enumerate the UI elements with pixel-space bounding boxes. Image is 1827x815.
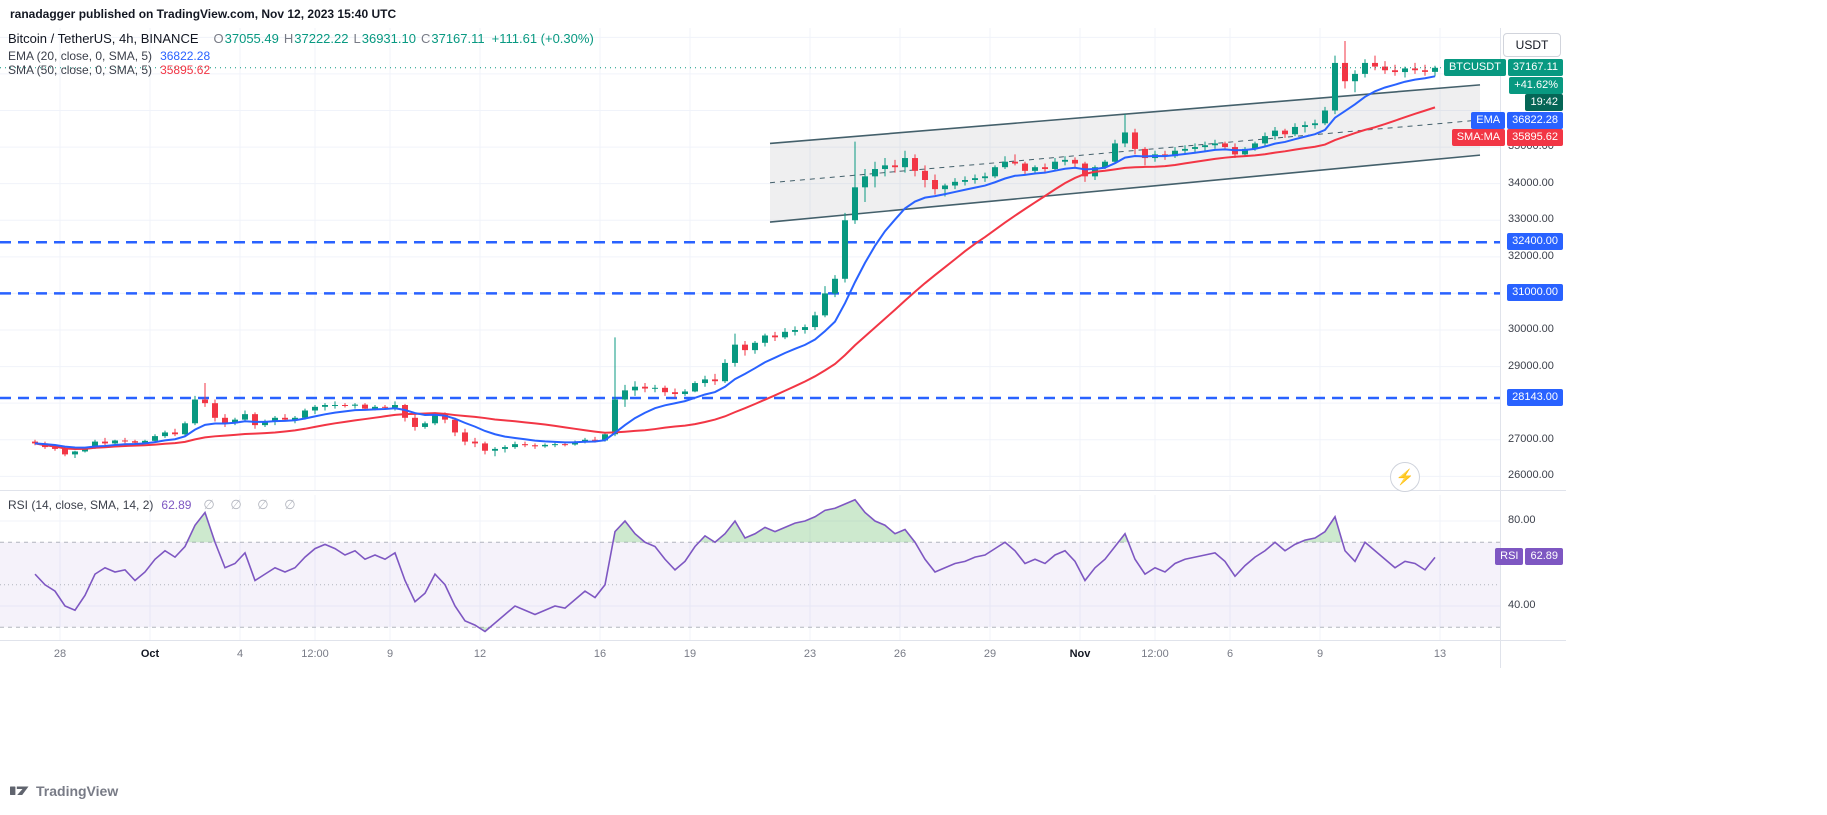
time-label-month: Nov	[1069, 648, 1091, 660]
time-label: 6	[1226, 648, 1234, 660]
symbol-title[interactable]: Bitcoin / TetherUS, 4h, BINANCE	[8, 31, 199, 46]
time-label: 19	[683, 648, 697, 660]
trend-channel[interactable]	[769, 84, 1481, 223]
panel-separator[interactable]	[0, 490, 1566, 491]
symbol-last-price-label: BTCUSDT 37167.11	[1443, 58, 1563, 76]
symbol-legend[interactable]: Bitcoin / TetherUS, 4h, BINANCE O 37055.…	[8, 31, 594, 46]
currency-toggle-button[interactable]: USDT	[1503, 33, 1561, 57]
lightning-icon: ⚡	[1395, 468, 1415, 486]
price-tick: 34000.00	[1508, 176, 1554, 189]
tradingview-logo-icon	[10, 786, 29, 795]
rsi-legend-value: 62.89	[161, 498, 192, 512]
price-tick: 30000.00	[1508, 323, 1554, 335]
ohlc-high-label: H	[283, 31, 294, 46]
time-label: 26	[893, 648, 907, 660]
rsi-value-label: RSI 62.89	[1495, 548, 1563, 566]
rsi-hidden-values-icons[interactable]: ∅ ∅ ∅ ∅	[203, 497, 302, 512]
time-label: 23	[803, 648, 817, 660]
price-change-percent-label: +41.62%	[1509, 76, 1563, 94]
rsi-tick: 80.00	[1508, 514, 1536, 526]
level-price-label: 28143.00	[1507, 388, 1563, 406]
rsi-legend-label: RSI (14, close, SMA, 14, 2)	[8, 498, 154, 512]
time-label: 13	[1433, 648, 1447, 660]
price-chart-canvas[interactable]	[0, 28, 1500, 668]
rsi-panel	[0, 498, 1500, 633]
time-label: 28	[53, 648, 67, 660]
ohlc-close-value: 37167.11	[431, 31, 485, 46]
time-label: 4	[236, 648, 244, 660]
ohlc-high-value: 37222.22	[294, 31, 349, 46]
candles-layer	[32, 40, 1438, 459]
price-tick: 27000.00	[1508, 432, 1554, 445]
price-tick: 35000.00	[1508, 140, 1554, 153]
ohlc-open-label: O	[213, 31, 224, 46]
grid-layer	[0, 28, 1500, 640]
time-label: 9	[1316, 648, 1324, 660]
change-value: +111.61 (+0.30%)	[491, 31, 594, 46]
time-label: 9	[386, 648, 394, 660]
rsi-tick: 40.00	[1508, 599, 1536, 611]
time-axis[interactable]: 28 Oct 4 12:00 9 12 16 19 23 26 29 Nov 12:00 6 9 13	[0, 640, 1500, 668]
chart-area: Bitcoin / TetherUS, 4h, BINANCE O 37055.…	[0, 28, 1566, 815]
sma-legend-value: 35895.62	[160, 63, 211, 77]
rsi-line[interactable]	[34, 498, 1436, 633]
sma-legend-label: SMA (50, close, 0, SMA, 5)	[8, 63, 153, 77]
ohlc-open-value: 37055.49	[224, 31, 279, 46]
publish-header-text: ranadagger published on TradingView.com,…	[10, 7, 397, 21]
support-levels[interactable]	[0, 240, 1500, 400]
quick-trade-button[interactable]: ⚡	[1390, 462, 1420, 492]
ema-legend-value: 36822.28	[160, 49, 211, 63]
ohlc-close-label: C	[420, 31, 431, 46]
time-label: 16	[593, 648, 607, 660]
time-label: 12:00	[301, 648, 329, 660]
sma-legend[interactable]: SMA (50, close, 0, SMA, 5) 35895.62	[8, 63, 210, 77]
price-tick: 32000.00	[1508, 249, 1554, 262]
time-label: 12:00	[1141, 648, 1169, 660]
price-tick: 29000.00	[1508, 359, 1554, 372]
time-label: 29	[983, 648, 997, 660]
sma-line[interactable]	[34, 106, 1436, 451]
time-axis-separator[interactable]	[0, 640, 1566, 641]
ema-legend-label: EMA (20, close, 0, SMA, 5)	[8, 49, 153, 63]
ema-legend[interactable]: EMA (20, close, 0, SMA, 5) 36822.28	[8, 49, 210, 63]
price-tick: 33000.00	[1508, 213, 1554, 226]
ema-line[interactable]	[34, 75, 1436, 449]
time-label-month: Oct	[140, 648, 160, 660]
ohlc-low-label: L	[353, 31, 361, 46]
tradingview-logo[interactable]: TradingView	[10, 782, 118, 799]
sma-value-label: SMA:MA 35895.62	[1451, 128, 1563, 146]
price-tick: 26000.00	[1508, 469, 1554, 482]
publish-header: ranadagger published on TradingView.com,…	[0, 0, 1827, 28]
level-price-label: 32400.00	[1507, 233, 1563, 251]
ohlc-low-value: 36931.10	[361, 31, 416, 46]
rsi-legend[interactable]: RSI (14, close, SMA, 14, 2) 62.89 ∅ ∅ ∅ …	[8, 497, 302, 513]
time-label: 12	[473, 648, 487, 660]
tradingview-wordmark: TradingView	[36, 782, 119, 799]
bar-countdown-label: 19:42	[1525, 93, 1563, 111]
price-axis[interactable]: 35000.00 34000.00 33000.00 32000.00 30000.00…	[1443, 28, 1567, 668]
level-price-label: 31000.00	[1507, 284, 1563, 302]
ema-value-label: EMA 36822.28	[1471, 111, 1563, 129]
